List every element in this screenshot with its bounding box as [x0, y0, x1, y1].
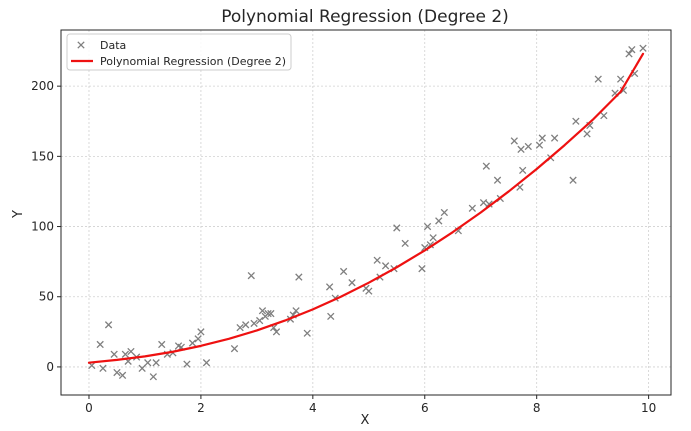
data-point [99, 364, 107, 372]
data-point [188, 339, 197, 347]
data-point [429, 234, 437, 242]
legend-label: Data [100, 39, 126, 52]
y-tick-label: 0 [46, 360, 54, 374]
data-point [393, 224, 401, 232]
data-point [303, 329, 311, 337]
data-point [365, 287, 373, 295]
x-tick-label: 0 [85, 401, 93, 415]
data-point [482, 162, 490, 170]
data-point [110, 350, 118, 358]
x-tick-label: 2 [197, 401, 205, 415]
data-point [594, 75, 602, 83]
data-point [236, 323, 244, 332]
data-point [423, 222, 432, 231]
data-point [158, 340, 166, 349]
data-point [440, 208, 449, 217]
plot-frame [60, 29, 672, 396]
data-point [144, 359, 152, 367]
data-point [247, 272, 255, 280]
data-point [183, 360, 191, 368]
data-point [479, 199, 488, 207]
data-point [113, 368, 121, 377]
data-point [295, 273, 303, 281]
data-point [625, 50, 633, 58]
y-tick-label: 100 [31, 220, 54, 234]
legend-marker-scatter [77, 41, 85, 49]
data-point [569, 176, 577, 184]
y-tick-label: 150 [31, 149, 54, 163]
x-tick-label: 6 [421, 401, 429, 415]
chart-title: Polynomial Regression (Degree 2) [221, 7, 509, 27]
y-tick-label: 200 [31, 79, 54, 93]
data-point [267, 309, 275, 318]
data-point [292, 307, 300, 315]
data-point [258, 307, 267, 315]
data-point [616, 75, 625, 83]
data-point [149, 373, 157, 381]
data-point [250, 319, 258, 328]
data-point [550, 134, 559, 142]
data-point [325, 283, 334, 291]
y-tick-label: 50 [39, 290, 54, 304]
x-tick-label: 4 [309, 401, 317, 415]
data-point [510, 137, 518, 145]
data-point [639, 44, 647, 52]
x-tick-label: 8 [533, 401, 541, 415]
data-point [435, 217, 443, 225]
y-axis-label: Y [11, 210, 26, 219]
data-point [373, 256, 381, 264]
data-point [194, 335, 202, 343]
legend-label: Polynomial Regression (Degree 2) [100, 55, 286, 68]
data-point [348, 279, 356, 287]
legend: Data Polynomial Regression (Degree 2) [66, 33, 292, 71]
data-point [485, 200, 493, 208]
data-point [339, 267, 348, 276]
plot-series [87, 44, 647, 381]
x-axis-label: X [361, 413, 370, 428]
data-point [152, 359, 160, 367]
data-point [628, 45, 636, 54]
data-point [572, 117, 580, 125]
data-point [468, 204, 476, 212]
data-point [535, 141, 544, 149]
data-point [96, 340, 104, 349]
data-point [118, 371, 127, 380]
data-point [104, 321, 113, 329]
data-point [197, 328, 205, 336]
grid-lines [61, 30, 671, 395]
data-point [493, 176, 502, 184]
data-point [202, 359, 211, 367]
scatter-series [88, 44, 647, 381]
data-point [418, 264, 426, 273]
data-point [242, 321, 250, 329]
legend-box [66, 33, 292, 71]
data-point [138, 364, 146, 372]
data-point [272, 328, 281, 336]
data-point [600, 111, 608, 120]
data-point [327, 312, 335, 321]
data-point [517, 145, 525, 153]
data-point [121, 350, 130, 358]
data-point [230, 345, 239, 353]
data-point [524, 142, 532, 151]
data-point [583, 130, 591, 138]
data-point [264, 309, 272, 318]
x-tick-label: 10 [641, 401, 656, 415]
data-point [401, 239, 409, 248]
data-point [127, 347, 135, 356]
data-point [256, 316, 264, 325]
data-point [538, 134, 546, 142]
data-point [381, 262, 390, 270]
regression-line [87, 52, 645, 364]
data-point [519, 166, 527, 175]
